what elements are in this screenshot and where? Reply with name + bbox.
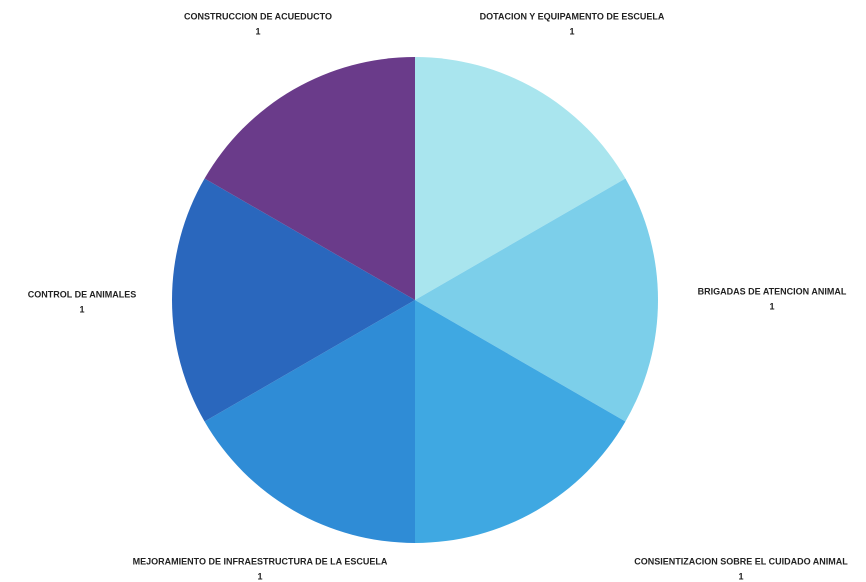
slice-value: 1 xyxy=(769,301,774,311)
slice-value: 1 xyxy=(255,26,260,36)
slice-label: CONSTRUCCION DE ACUEDUCTO xyxy=(184,11,332,21)
slice-label: DOTACION Y EQUIPAMENTO DE ESCUELA xyxy=(480,11,665,21)
slice-value: 1 xyxy=(738,571,743,581)
slice-label: MEJORAMIENTO DE INFRAESTRUCTURA DE LA ES… xyxy=(133,556,388,566)
slice-value: 1 xyxy=(569,26,574,36)
pie-slice xyxy=(204,57,415,300)
slice-value: 1 xyxy=(79,304,84,314)
pie-slice xyxy=(204,300,415,543)
pie-slice xyxy=(415,57,626,300)
slice-label: CONTROL DE ANIMALES xyxy=(28,289,137,299)
slice-label: CONSIENTIZACION SOBRE EL CUIDADO ANIMAL xyxy=(634,556,848,566)
slice-value: 1 xyxy=(257,571,262,581)
pie-slice xyxy=(415,178,658,422)
pie-slice xyxy=(172,178,415,422)
slice-label: BRIGADAS DE ATENCION ANIMAL xyxy=(698,286,847,296)
pie-slice xyxy=(415,300,626,543)
